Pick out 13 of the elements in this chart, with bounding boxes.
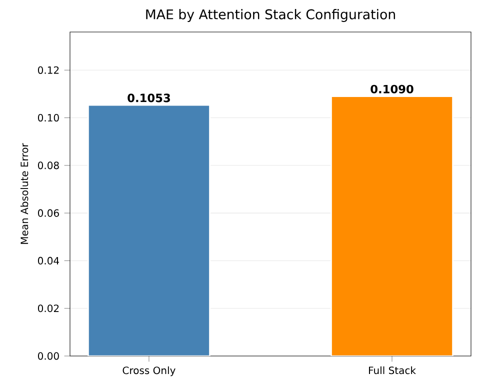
y-tick-label: 0.06 <box>38 209 59 217</box>
y-tick-label: 0.10 <box>38 114 59 122</box>
chart-title: MAE by Attention Stack Configuration <box>146 9 395 22</box>
y-tick-label: 0.12 <box>38 66 59 74</box>
y-tick-label: 0.04 <box>38 256 60 264</box>
y-tick-label: 0.02 <box>38 304 59 312</box>
y-tick-label: 0.08 <box>38 162 59 170</box>
y-axis-title: Mean Absolute Error <box>20 143 28 244</box>
y-tick-label: 0.00 <box>38 352 59 360</box>
x-tick-label: Cross Only <box>122 366 176 376</box>
data-label: 0.1053 <box>128 94 170 102</box>
x-tick-label: Full Stack <box>369 366 416 374</box>
data-label: 0.1090 <box>370 84 414 94</box>
